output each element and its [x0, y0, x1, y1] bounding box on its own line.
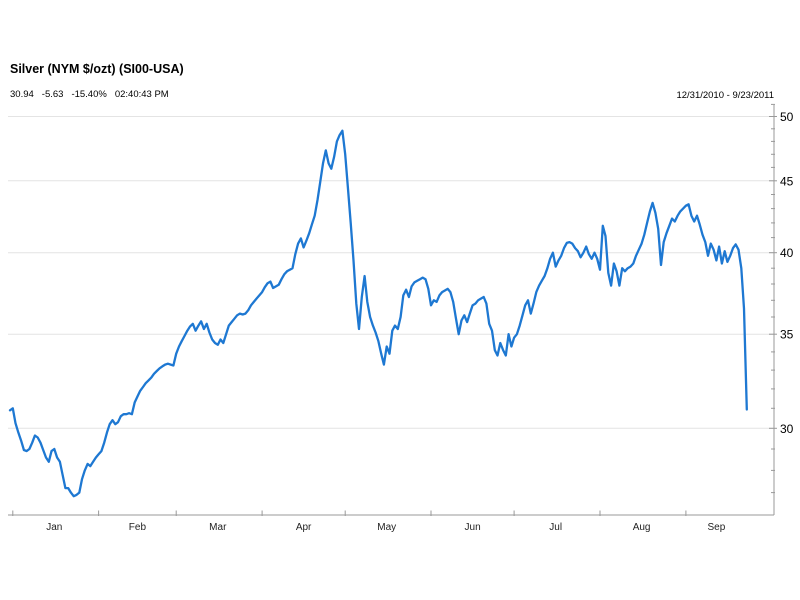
percent-change: -15.40% — [71, 89, 107, 100]
svg-text:35: 35 — [780, 328, 794, 342]
svg-text:Jul: Jul — [549, 522, 562, 533]
price-change: -5.63 — [41, 89, 64, 100]
price-line — [8, 129, 748, 498]
svg-text:30: 30 — [780, 422, 794, 436]
svg-text:Sep: Sep — [708, 522, 726, 533]
svg-text:Feb: Feb — [129, 522, 147, 533]
svg-text:50: 50 — [780, 110, 794, 124]
page-title: Silver (NYM $/ozt) (SI00-USA) — [10, 62, 184, 76]
svg-text:Apr: Apr — [296, 522, 312, 533]
svg-text:45: 45 — [780, 174, 794, 188]
y-axis: 30 35 40 45 50 — [769, 103, 794, 515]
last-price: 30.94 — [10, 89, 34, 100]
svg-text:Jan: Jan — [46, 522, 62, 533]
quote-time: 02:40:43 PM — [114, 89, 169, 100]
quote-summary: 30.94 -5.63 -15.40% 02:40:43 PM — [10, 89, 177, 100]
svg-text:Jun: Jun — [465, 522, 481, 533]
x-axis: Jan Feb Mar Apr May Jun Jul Aug Sep — [8, 510, 774, 533]
svg-text:Aug: Aug — [633, 522, 651, 533]
svg-text:40: 40 — [780, 246, 794, 260]
date-range: 12/31/2010 - 9/23/2011 — [676, 90, 774, 101]
y-gridlines — [8, 116, 774, 429]
svg-text:May: May — [377, 522, 396, 533]
svg-text:Mar: Mar — [209, 522, 227, 533]
